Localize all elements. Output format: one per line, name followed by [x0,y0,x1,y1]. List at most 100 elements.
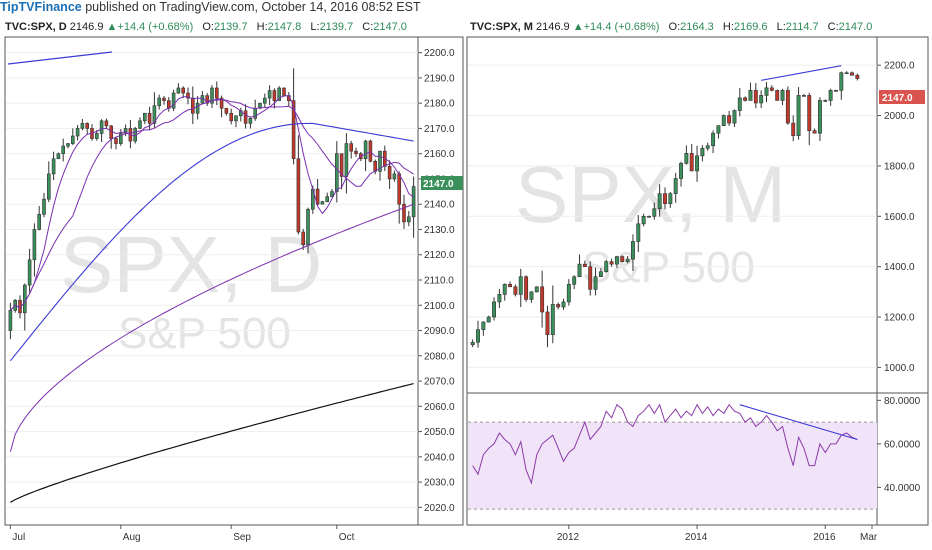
candle-up [392,173,397,180]
high-value: 2169.6 [733,21,768,33]
candle-up [566,283,571,303]
y-tick-label: 2120.0 [424,250,455,261]
candle-up [732,110,737,124]
y-tick-label: 2180.0 [424,99,455,110]
candle-up [306,208,310,245]
daily-price-tag [421,176,463,190]
candle-down [301,231,305,245]
candle-up [47,173,51,200]
candle-up [27,259,32,286]
candle-up [817,100,822,134]
candle-down [114,138,118,144]
candle-down [807,95,812,131]
candle-down [205,95,209,104]
candle-up [248,118,253,124]
candle-down [272,90,277,101]
publisher-name[interactable]: TipTVFinance [0,0,82,14]
candle-up [700,147,705,157]
candle-up [492,301,496,318]
low-value: 2139.7 [319,21,354,33]
candle-down [855,74,860,79]
candle-up [721,115,726,126]
trendline [761,65,842,81]
close-value: 2147.0 [373,21,407,33]
candle-up [705,145,710,149]
monthly-price-tag [879,90,925,104]
x-tick-label: Jul [12,532,25,543]
candle-up [652,208,657,217]
candle-down [282,87,286,96]
symbol-label[interactable]: TVC:SPX, D [5,21,67,33]
candle-up [23,284,27,314]
candle-down [540,286,545,313]
candle-down [315,188,320,205]
candle-up [176,87,181,94]
candle-up [171,92,176,109]
ma-50-line [9,122,414,362]
x-tick-label: Sep [233,532,251,543]
candle-down [181,87,185,94]
candle-down [339,153,344,177]
candle-down [215,87,219,99]
candle-up [61,145,65,154]
candle-up [614,256,619,265]
candle-down [620,256,625,262]
trendline [7,51,113,65]
candle-up [37,214,41,230]
candle-up [502,283,507,295]
x-tick-label: 2016 [813,532,836,543]
rsi-trendline [739,404,858,441]
y-tick-label: 2110.0 [424,276,454,287]
candle-up [143,112,147,122]
rsi-tick-label: 40.0000 [884,483,921,494]
candle-down [743,97,748,101]
candle-up [716,125,721,134]
candle-down [791,122,796,137]
candle-down [402,203,406,223]
candle-down [387,166,392,180]
candle-up [577,263,582,278]
x-tick-label: Aug [123,532,141,543]
high-label: H: [256,21,268,33]
ma-fast-line [10,95,414,311]
candle-up [823,100,828,102]
candle-up [497,294,502,303]
candle-up [407,216,411,223]
daily-watermark: SPX, D [60,220,322,309]
candle-up [411,186,416,218]
x-tick-label: Oct [339,532,355,543]
y-tick-label: 2170.0 [424,124,455,135]
y-tick-label: 2030.0 [424,478,455,489]
y-tick-label: 2050.0 [424,427,455,438]
candle-up [234,115,238,122]
monthly-watermark-subtitle: S&P 500 [582,243,755,292]
candle-down [753,90,758,104]
candle-down [727,115,732,124]
y-tick-label: 1000.0 [884,363,915,374]
y-tick-label: 2040.0 [424,452,455,463]
candle-up [684,153,689,164]
up-arrow-icon: ▲ [572,21,584,33]
candle-up [668,193,673,205]
y-tick-label: 2020.0 [424,503,455,514]
close-label: C: [362,21,374,33]
candle-up [119,133,123,144]
y-tick-label: 2090.0 [424,326,455,337]
symbol-label[interactable]: TVC:SPX, M [470,21,533,33]
candle-up [470,341,475,346]
candle-up [363,140,368,160]
candle-up [647,215,651,218]
candle-up [518,276,523,295]
candle-down [296,158,301,233]
high-value: 2147.8 [267,21,302,33]
candle-down [850,72,854,76]
candle-up [71,135,75,144]
candle-down [186,92,190,99]
y-tick-label: 1400.0 [884,262,915,273]
rsi-band [468,422,877,510]
monthly-watermark: SPX, M [515,150,786,239]
candle-up [157,97,161,106]
candle-down [582,263,587,267]
candle-up [641,215,646,225]
